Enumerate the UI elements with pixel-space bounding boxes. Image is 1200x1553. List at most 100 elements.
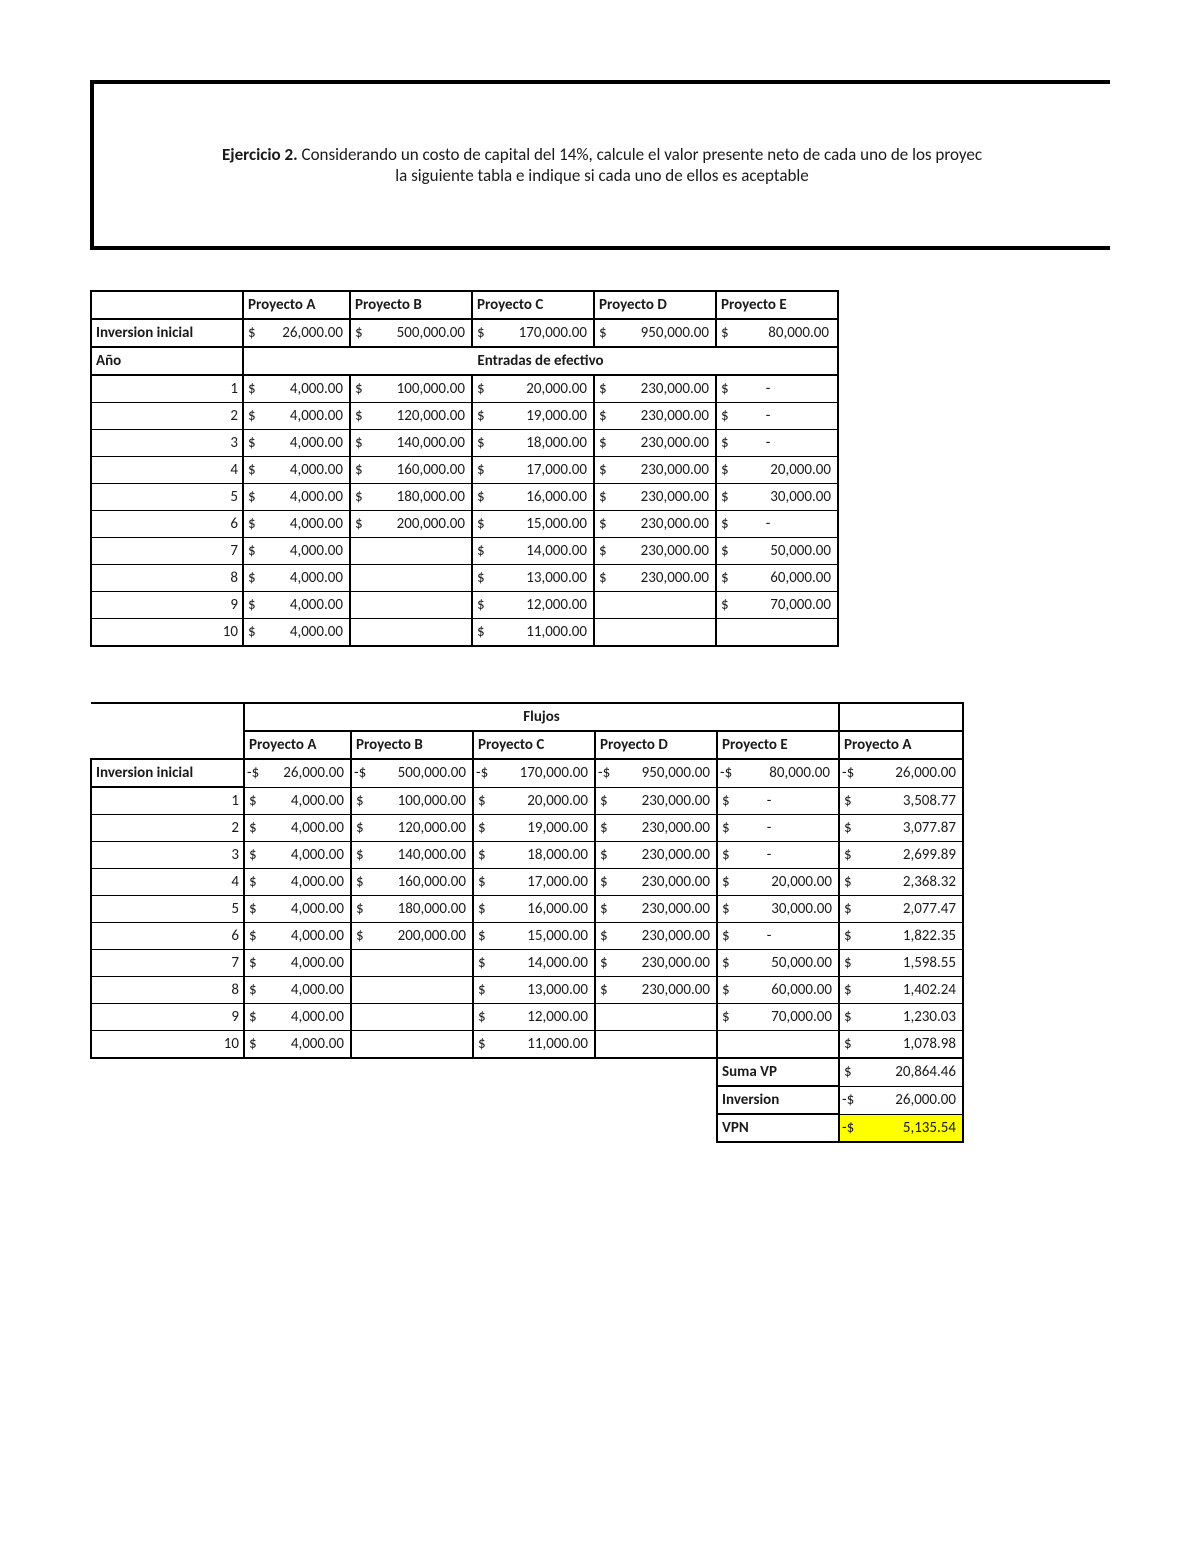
money-cell: $4,000.00 bbox=[244, 1004, 351, 1031]
summary-row: Inversion -$26,000.00 bbox=[91, 1086, 963, 1114]
money-cell: $15,000.00 bbox=[473, 923, 595, 950]
money-cell: $15,000.00 bbox=[472, 511, 594, 538]
money-cell: $2,077.47 bbox=[839, 896, 963, 923]
inv-cell: -$80,000.00 bbox=[717, 759, 839, 787]
money-cell: $230,000.00 bbox=[594, 375, 716, 403]
cash-inflows-label: Entradas de efectivo bbox=[243, 347, 838, 375]
money-cell: $1,822.35 bbox=[839, 923, 963, 950]
money-cell bbox=[594, 592, 716, 619]
suma-vp-label: Suma VP bbox=[717, 1058, 839, 1086]
table-row: 4$4,000.00$160,000.00$17,000.00$230,000.… bbox=[91, 457, 838, 484]
col-header: Proyecto B bbox=[351, 731, 473, 759]
blank bbox=[91, 703, 244, 731]
flows-title-row: Flujos bbox=[91, 703, 963, 731]
money-cell: $4,000.00 bbox=[244, 977, 351, 1004]
money-cell: $230,000.00 bbox=[594, 403, 716, 430]
money-cell: $4,000.00 bbox=[244, 787, 351, 815]
table-row: 3$4,000.00$140,000.00$18,000.00$230,000.… bbox=[91, 842, 963, 869]
year-number: 7 bbox=[91, 950, 244, 977]
money-cell: $20,000.00 bbox=[473, 787, 595, 815]
flows-title: Flujos bbox=[244, 703, 839, 731]
col-header: Proyecto D bbox=[595, 731, 717, 759]
money-cell: $30,000.00 bbox=[717, 896, 839, 923]
money-cell: $60,000.00 bbox=[717, 977, 839, 1004]
money-cell: $- bbox=[717, 815, 839, 842]
money-cell: $70,000.00 bbox=[716, 592, 838, 619]
initial-investment-row: Inversion inicial $26,000.00 $500,000.00… bbox=[91, 319, 838, 347]
year-number: 8 bbox=[91, 565, 243, 592]
inv-cell: -$950,000.00 bbox=[595, 759, 717, 787]
money-cell: $230,000.00 bbox=[595, 977, 717, 1004]
col-header: Proyecto B bbox=[350, 291, 472, 319]
inv-cell: -$170,000.00 bbox=[473, 759, 595, 787]
money-cell: $4,000.00 bbox=[243, 565, 350, 592]
year-number: 5 bbox=[91, 484, 243, 511]
money-cell: $- bbox=[716, 403, 838, 430]
money-cell: $4,000.00 bbox=[244, 950, 351, 977]
year-number: 6 bbox=[91, 511, 243, 538]
inv-cell: -$500,000.00 bbox=[351, 759, 473, 787]
table-row: 9$4,000.00$12,000.00$70,000.00$1,230.03 bbox=[91, 1004, 963, 1031]
money-cell: $4,000.00 bbox=[243, 619, 350, 647]
money-cell: $2,368.32 bbox=[839, 869, 963, 896]
money-cell: $230,000.00 bbox=[595, 842, 717, 869]
money-cell: $4,000.00 bbox=[243, 592, 350, 619]
money-cell: $12,000.00 bbox=[472, 592, 594, 619]
year-number: 3 bbox=[91, 842, 244, 869]
year-number: 7 bbox=[91, 538, 243, 565]
summary-row: Suma VP $20,864.46 bbox=[91, 1058, 963, 1086]
money-cell: $19,000.00 bbox=[473, 815, 595, 842]
inv-cell: -$26,000.00 bbox=[244, 759, 351, 787]
money-cell: $4,000.00 bbox=[244, 869, 351, 896]
col-header: Proyecto C bbox=[473, 731, 595, 759]
money-cell: $2,699.89 bbox=[839, 842, 963, 869]
money-cell: $50,000.00 bbox=[716, 538, 838, 565]
inv-cell: $26,000.00 bbox=[243, 319, 350, 347]
money-cell: $4,000.00 bbox=[243, 430, 350, 457]
money-cell: $120,000.00 bbox=[350, 403, 472, 430]
col-header: Proyecto C bbox=[472, 291, 594, 319]
inv-cell: $950,000.00 bbox=[594, 319, 716, 347]
table-row: 9$4,000.00$12,000.00$70,000.00 bbox=[91, 592, 838, 619]
col-header: Proyecto A bbox=[243, 291, 350, 319]
money-cell: $11,000.00 bbox=[472, 619, 594, 647]
table-row: 3$4,000.00$140,000.00$18,000.00$230,000.… bbox=[91, 430, 838, 457]
flows-table: Flujos Proyecto A Proyecto B Proyecto C … bbox=[90, 702, 964, 1143]
money-cell: $4,000.00 bbox=[243, 457, 350, 484]
money-cell: $230,000.00 bbox=[595, 815, 717, 842]
suma-vp-value: $20,864.46 bbox=[839, 1058, 963, 1086]
col-header: Proyecto E bbox=[717, 731, 839, 759]
money-cell bbox=[350, 592, 472, 619]
heading-bold: Ejercicio 2. bbox=[222, 144, 298, 165]
col-header: Proyecto A bbox=[244, 731, 351, 759]
inv-cell: $80,000.00 bbox=[716, 319, 838, 347]
table-row: 1$4,000.00$100,000.00$20,000.00$230,000.… bbox=[91, 375, 838, 403]
year-number: 9 bbox=[91, 1004, 244, 1031]
vpn-value: -$5,135.54 bbox=[839, 1114, 963, 1142]
heading-rest: Considerando un costo de capital del 14%… bbox=[298, 144, 982, 165]
money-cell: $13,000.00 bbox=[473, 977, 595, 1004]
money-cell: $4,000.00 bbox=[244, 1031, 351, 1059]
money-cell: $18,000.00 bbox=[473, 842, 595, 869]
table-row: 8$4,000.00$13,000.00$230,000.00$60,000.0… bbox=[91, 565, 838, 592]
money-cell: $230,000.00 bbox=[594, 565, 716, 592]
inversion-label: Inversion bbox=[717, 1086, 839, 1114]
year-number: 4 bbox=[91, 869, 244, 896]
money-cell: $230,000.00 bbox=[595, 896, 717, 923]
money-cell: $180,000.00 bbox=[351, 896, 473, 923]
year-number: 10 bbox=[91, 1031, 244, 1059]
money-cell: $17,000.00 bbox=[473, 869, 595, 896]
money-cell: $4,000.00 bbox=[243, 511, 350, 538]
money-cell: $230,000.00 bbox=[595, 950, 717, 977]
money-cell: $1,402.24 bbox=[839, 977, 963, 1004]
table-row: 2$4,000.00$120,000.00$19,000.00$230,000.… bbox=[91, 815, 963, 842]
table-row: 5$4,000.00$180,000.00$16,000.00$230,000.… bbox=[91, 484, 838, 511]
inversion-value: -$26,000.00 bbox=[839, 1086, 963, 1114]
vpn-label: VPN bbox=[717, 1114, 839, 1142]
money-cell bbox=[716, 619, 838, 647]
money-cell: $1,230.03 bbox=[839, 1004, 963, 1031]
money-cell: $4,000.00 bbox=[243, 403, 350, 430]
money-cell: $4,000.00 bbox=[243, 375, 350, 403]
cashflow-table: Proyecto A Proyecto B Proyecto C Proyect… bbox=[90, 290, 839, 647]
flows-header-row: Proyecto A Proyecto B Proyecto C Proyect… bbox=[91, 731, 963, 759]
